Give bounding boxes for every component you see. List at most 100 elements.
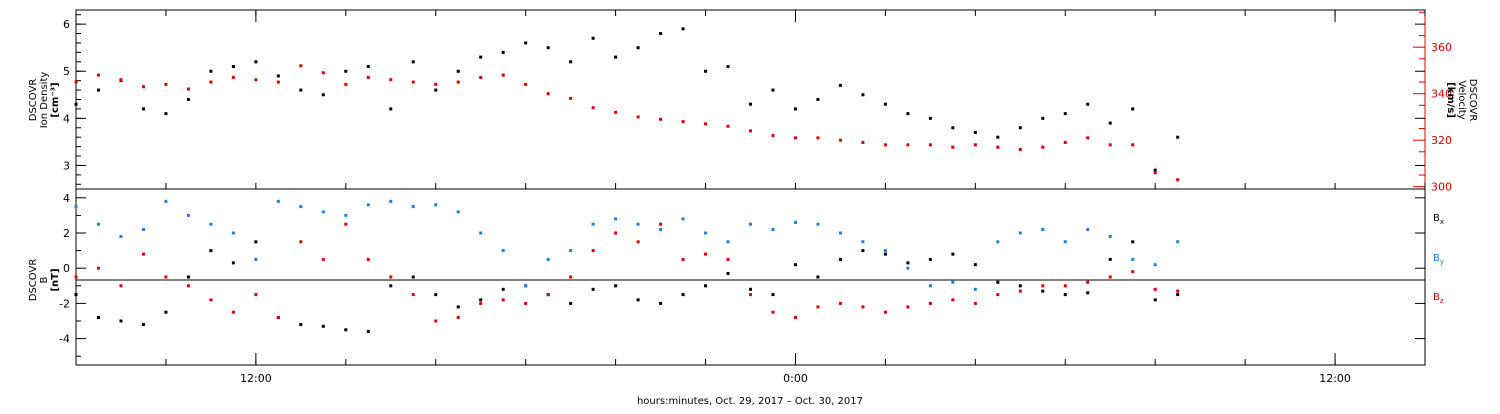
bz-point — [1131, 270, 1135, 274]
velocity-point — [704, 122, 708, 126]
velocity-point — [231, 75, 235, 79]
legend-bz: Bz — [1433, 292, 1444, 305]
by-point — [411, 205, 415, 209]
bx-point — [434, 293, 438, 297]
by-point — [996, 240, 1000, 244]
by-point — [883, 249, 887, 253]
by-point — [793, 220, 797, 224]
bz-point — [411, 293, 415, 297]
by-point — [456, 210, 460, 214]
ion-density-point — [276, 74, 280, 78]
bz-point — [793, 315, 797, 319]
bx-point — [74, 293, 78, 297]
velocity-point — [569, 96, 573, 100]
ion-density-point — [164, 112, 168, 116]
bx-point — [1063, 293, 1067, 297]
bx-point — [726, 271, 730, 275]
bottom-tick-label: 4 — [63, 192, 70, 205]
bx-point — [1018, 284, 1022, 288]
bz-point — [1176, 289, 1180, 293]
by-point — [501, 249, 505, 253]
top-right-label-line3: [km/s] — [1445, 82, 1456, 118]
ion-density-point — [838, 83, 842, 87]
velocity-point — [524, 82, 528, 86]
bz-point — [209, 298, 213, 302]
top-left-label-line1: DSCOVR — [28, 79, 39, 122]
ion-density-point — [659, 32, 663, 36]
bx-point — [479, 298, 483, 302]
bz-point — [771, 310, 775, 314]
by-point — [659, 227, 663, 231]
ion-density-point — [1153, 168, 1157, 172]
bz-point — [276, 315, 280, 319]
bz-point — [231, 310, 235, 314]
ion-density-point — [546, 46, 550, 50]
x-axis-ticks: 12:00 0:00 12:00 — [75, 10, 1426, 385]
ion-density-point — [793, 107, 797, 111]
bx-point — [344, 328, 348, 332]
ion-density-point — [434, 88, 438, 92]
bz-point — [591, 249, 595, 253]
by-point — [434, 203, 438, 207]
ion-density-point — [861, 93, 865, 97]
bz-point — [861, 305, 865, 309]
by-point — [1063, 240, 1067, 244]
velocity-point — [546, 92, 550, 96]
ion-density-point — [726, 65, 730, 69]
bz-point — [141, 252, 145, 256]
velocity-point — [366, 75, 370, 79]
bottom-left-label-line2: B — [39, 276, 50, 283]
velocity-point — [501, 73, 505, 77]
bx-point — [771, 293, 775, 297]
by-point — [928, 284, 932, 288]
bx-point — [456, 305, 460, 309]
ion-density-point — [771, 88, 775, 92]
legend-bz-main: B — [1433, 292, 1440, 303]
by-point — [231, 231, 235, 235]
bz-point — [951, 298, 955, 302]
bz-point — [726, 257, 730, 261]
ion-density-point — [928, 116, 932, 120]
ion-density-point — [231, 65, 235, 69]
bx-point — [928, 257, 932, 261]
ion-density-point — [1131, 107, 1135, 111]
bx-point — [141, 323, 145, 327]
bz-point — [1018, 289, 1022, 293]
top-right-tick-label: 320 — [1431, 134, 1452, 147]
bz-point — [816, 305, 820, 309]
ion-density-point — [456, 69, 460, 73]
top-left-axis-label: DSCOVR Ion Density [cm⁻³] — [28, 72, 61, 129]
bz-point — [344, 222, 348, 226]
legend-by: By — [1433, 253, 1444, 266]
top-right-tick-label: 340 — [1431, 88, 1452, 101]
bz-point — [749, 293, 752, 297]
ion-density-point — [141, 107, 145, 111]
velocity-point — [299, 64, 303, 68]
ion-density-point — [951, 126, 955, 130]
velocity-point — [1108, 143, 1112, 147]
bottom-panel-frame — [75, 188, 1426, 366]
bx-point — [793, 263, 797, 267]
velocity-point — [1086, 136, 1090, 140]
by-point — [749, 222, 752, 226]
bx-point — [254, 240, 258, 244]
top-panel-ticks: 3 4 5 6 300 320 340 360 — [63, 11, 1452, 194]
bx-point — [1176, 293, 1180, 297]
ion-density-point — [254, 60, 258, 64]
bx-point — [1041, 289, 1045, 293]
bz-point — [164, 275, 168, 279]
x-tick-label: 12:00 — [1319, 372, 1351, 385]
bz-point — [906, 305, 910, 309]
bx-point — [883, 252, 887, 256]
bx-point — [973, 263, 977, 267]
ion-density-point — [1041, 116, 1045, 120]
bz-point — [456, 315, 460, 319]
top-left-tick-label: 3 — [63, 159, 70, 172]
top-right-tick-label: 300 — [1431, 181, 1452, 194]
bx-point — [749, 287, 752, 291]
ion-density-point — [479, 55, 483, 59]
by-point — [141, 227, 145, 231]
ion-density-point — [704, 69, 708, 73]
bx-point — [299, 323, 303, 327]
